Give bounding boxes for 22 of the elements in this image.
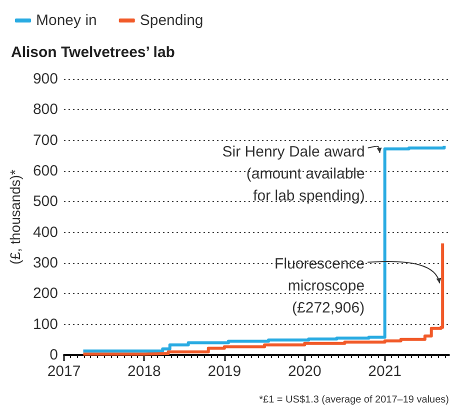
x-tick-label: 2018: [128, 363, 161, 380]
annotation: Sir Henry Dale award (amount available for lab spending): [222, 143, 365, 204]
y-tick-label: 900: [32, 70, 58, 88]
x-tick-label: 2020: [288, 363, 322, 380]
y-tick-label: 0: [50, 346, 58, 364]
x-tick-label: 2019: [208, 363, 242, 380]
y-axis-title: (£, thousands)*: [7, 168, 23, 264]
x-tick-label: 2021: [368, 363, 402, 380]
y-tick-label: 100: [32, 316, 58, 333]
y-tick-label: 400: [32, 224, 58, 241]
y-tick-label: 200: [32, 285, 58, 302]
legend-label: Spending: [140, 12, 204, 29]
x-tick-label: 2017: [47, 363, 81, 380]
text: *£1 = US$1.3 (average of 2017–19 values): [259, 394, 449, 406]
y-tick-label: 500: [32, 193, 58, 210]
chart-title: Alison Twelvetrees’ lab: [11, 44, 175, 61]
y-tick-label: 300: [32, 254, 58, 272]
y-tick-label: 800: [32, 101, 58, 118]
y-tick-label: 700: [32, 132, 58, 149]
y-tick-label: 600: [32, 162, 58, 180]
annotation: Fluorescence microscope (£272,906): [274, 256, 365, 317]
legend-label: Money in: [36, 12, 97, 29]
